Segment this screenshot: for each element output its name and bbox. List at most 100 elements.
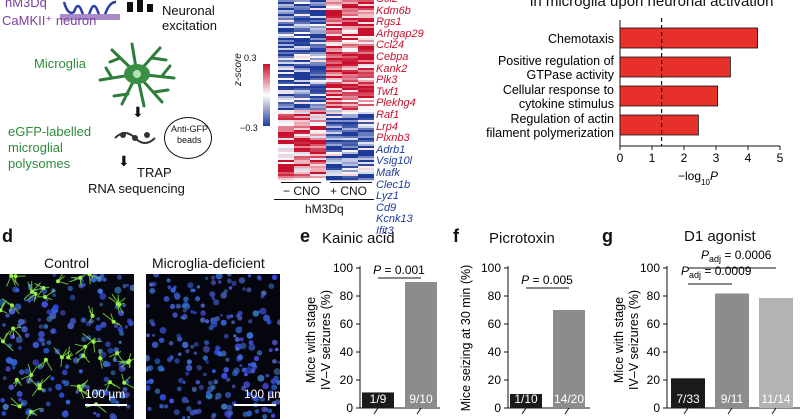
nucleus-dot — [2, 323, 6, 327]
heatmap-cell — [310, 10, 327, 13]
heatmap-cell — [278, 86, 295, 89]
nucleus-dot — [187, 415, 191, 419]
heatmap-cell — [358, 162, 374, 165]
heatmap-cell — [310, 2, 327, 5]
heatmap-cell — [278, 176, 295, 179]
nucleus-dot — [2, 403, 9, 410]
heatmap-cell — [294, 178, 311, 181]
heatmap-cell — [310, 150, 327, 153]
nucleus-dot — [116, 274, 122, 280]
nucleus-dot — [277, 400, 280, 405]
heatmap-cell — [342, 28, 359, 31]
heatmap-cell — [294, 162, 311, 165]
x-tick — [683, 407, 689, 415]
heatmap-cell — [278, 168, 295, 171]
microglia-process — [87, 305, 93, 323]
heatmap-cell — [310, 156, 327, 159]
heatmap-cell — [310, 64, 327, 67]
nucleus-dot — [149, 287, 156, 294]
heatmap-cell — [278, 70, 295, 73]
nucleus-dot — [107, 347, 114, 354]
heatmap-cell — [342, 140, 359, 143]
heatmap-cell — [358, 88, 374, 91]
nucleus-dot — [195, 380, 200, 385]
microglia-process — [37, 359, 53, 371]
nucleus-dot — [103, 376, 110, 383]
heatmap-cell — [310, 114, 327, 117]
heatmap-cell — [278, 104, 295, 107]
heatmap-cell — [358, 40, 374, 43]
microglia-soma — [66, 355, 71, 360]
nucleus-dot — [220, 313, 223, 317]
polysome-icon — [114, 132, 156, 144]
heatmap-cell — [326, 8, 343, 11]
heatmap-cell — [358, 144, 374, 147]
heatmap-cell — [342, 94, 359, 97]
y-tick-label: 0 — [346, 401, 353, 415]
y-tick-label: 60 — [340, 317, 354, 331]
heatmap-cell — [342, 160, 359, 163]
nucleus-dot — [119, 330, 125, 336]
heatmap-cell — [326, 164, 343, 167]
heatmap-cell — [294, 58, 311, 61]
nucleus-dot — [146, 368, 149, 372]
heatmap-cell — [326, 104, 343, 107]
heatmap-cell — [310, 58, 327, 61]
microglia-process — [37, 289, 56, 301]
nucleus-dot — [126, 318, 133, 324]
heatmap-cell — [342, 82, 359, 85]
nucleus-dot — [200, 317, 206, 323]
heatmap-cell — [310, 172, 327, 175]
group-minus-label: − CNO — [283, 184, 321, 198]
nucleus-dot — [73, 357, 80, 364]
heatmap-cell — [326, 28, 343, 31]
nucleus-dot — [198, 384, 204, 390]
nucleus-dot — [234, 337, 240, 342]
nucleus-dot — [167, 357, 172, 363]
panel-d-letter: d — [2, 226, 13, 246]
gene-label-up: Kank2 — [376, 62, 408, 75]
heatmap-cell — [326, 94, 343, 97]
heatmap-cell — [278, 164, 295, 167]
heatmap-cell — [358, 18, 374, 21]
nucleus-dot — [268, 348, 273, 353]
heatmap-cell — [358, 30, 374, 33]
microglia-cell-icon — [98, 42, 176, 108]
heatmap-cell — [326, 54, 343, 57]
heatmap-cell — [342, 6, 359, 9]
scalebar-right — [234, 404, 276, 406]
nucleus-dot — [12, 286, 19, 293]
nucleus-dot — [67, 285, 73, 292]
heatmap-cell — [310, 106, 327, 109]
nucleus-dot — [200, 303, 205, 308]
heatmap-cell — [342, 136, 359, 139]
heatmap-cell — [326, 40, 343, 43]
heatmap-cell — [294, 114, 311, 117]
nucleus-dot — [239, 364, 243, 368]
heatmap-cell — [278, 94, 295, 97]
heatmap-cell — [310, 138, 327, 141]
microglia-process — [82, 333, 103, 353]
heatmap-cell — [342, 108, 359, 111]
heatmap-cell — [358, 48, 374, 51]
heatmap-cell — [278, 170, 295, 173]
nucleus-dot — [182, 316, 186, 320]
heatmap-cell — [326, 170, 343, 173]
nucleus-dot — [220, 350, 227, 357]
heatmap-cell — [342, 120, 359, 123]
heatmap-cell — [358, 22, 374, 25]
heatmap-cell — [358, 12, 374, 15]
nucleus-dot — [271, 339, 278, 346]
heatmap-cell — [278, 28, 295, 31]
gene-label-up: Lrp4 — [376, 120, 399, 133]
nucleus-dot — [117, 326, 124, 333]
heatmap-cell — [310, 68, 327, 71]
nucleus-dot — [186, 359, 192, 365]
nucleus-dot — [193, 351, 197, 355]
heatmap-cell — [310, 154, 327, 157]
heatmap-cell — [294, 140, 311, 143]
heatmap-cell — [310, 88, 327, 91]
nucleus-dot — [265, 373, 270, 378]
heatmap-cell — [294, 96, 311, 99]
nucleus-dot — [226, 314, 231, 320]
